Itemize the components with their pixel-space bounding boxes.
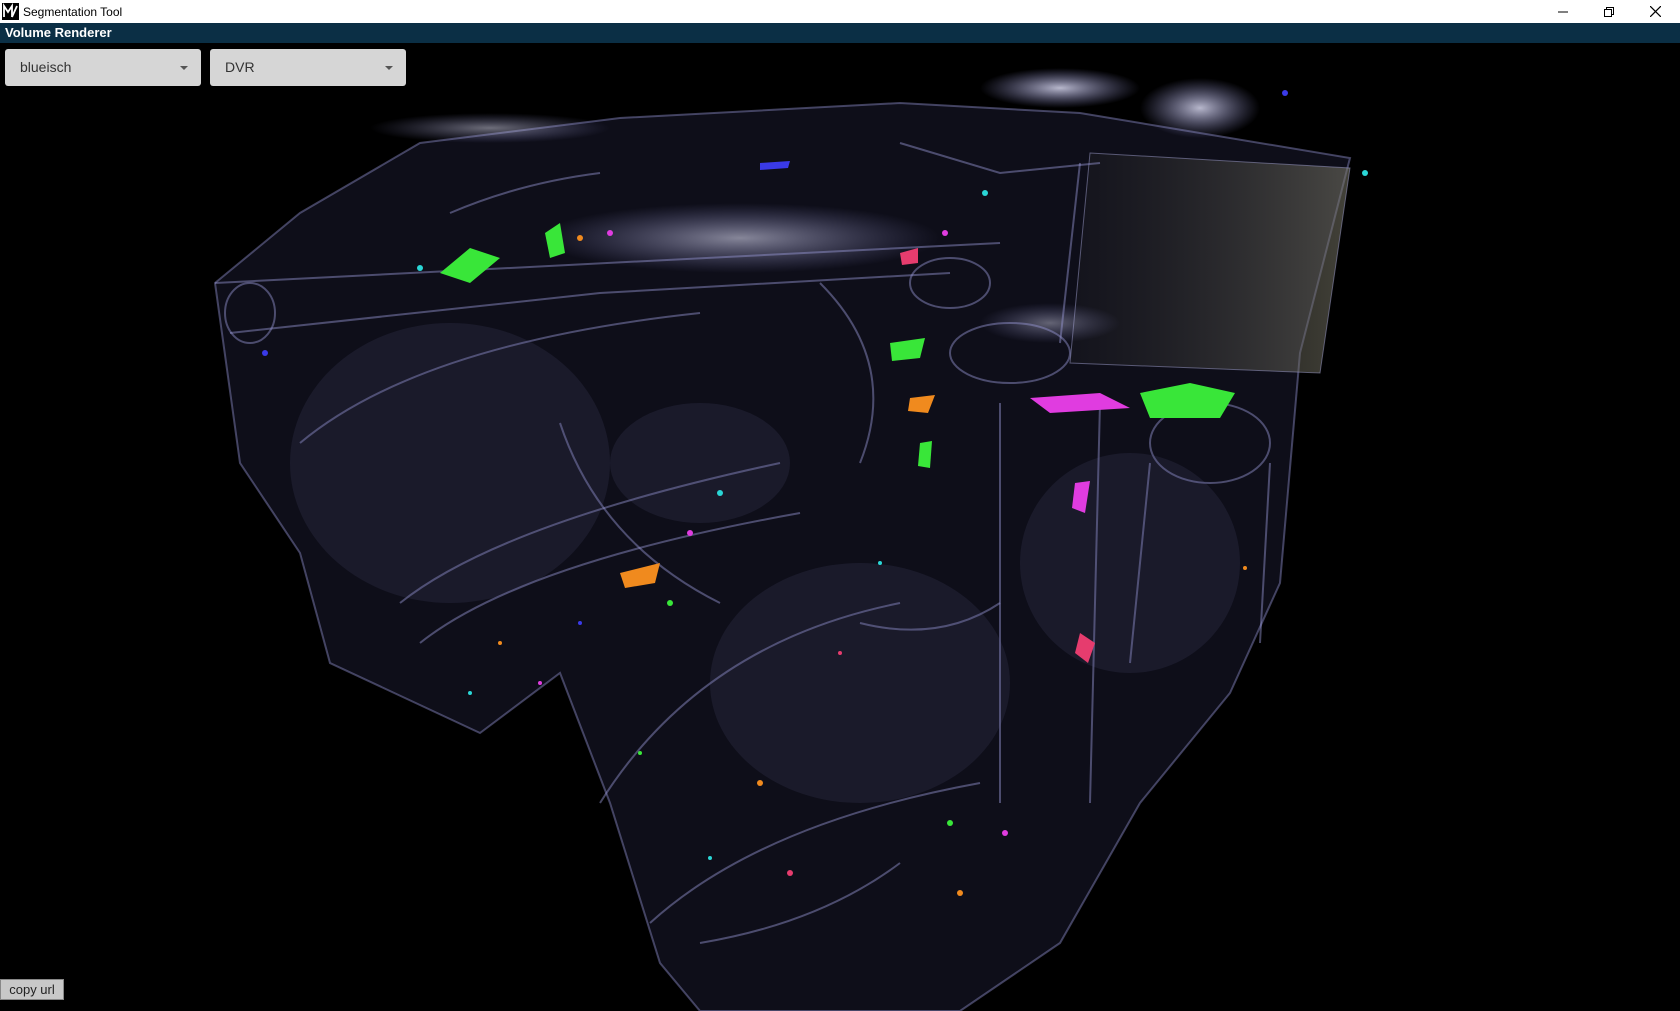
volume-highlight [540,203,940,273]
close-icon [1649,6,1661,17]
colormap-value: blueisch [20,59,72,75]
window-title: Segmentation Tool [23,5,123,19]
minimize-icon [1558,11,1568,12]
colormap-dropdown[interactable]: blueisch [5,49,201,86]
copy-url-button[interactable]: copy url [0,979,64,1000]
restore-icon [1604,6,1614,17]
window-titlebar: Segmentation Tool [0,0,1680,23]
volume-highlight [980,303,1120,343]
volume-highlight [980,68,1140,108]
panel-header: Volume Renderer [0,23,1680,43]
volume-render-viewport[interactable] [0,43,1680,1011]
volume-structures [214,142,1271,944]
volume-plate [1069,152,1351,374]
volume-highlight [1140,78,1260,138]
chevron-down-icon [385,66,393,70]
app-logo-icon [2,3,19,20]
close-button[interactable] [1632,0,1678,23]
restore-button[interactable] [1586,0,1632,23]
segment-fragments [440,161,1235,663]
segment-specks [262,90,1368,896]
render-mode-dropdown[interactable]: DVR [210,49,406,86]
minimize-button[interactable] [1540,0,1586,23]
render-mode-value: DVR [225,59,255,75]
chevron-down-icon [180,66,188,70]
volume-rendering [213,68,1368,1011]
panel-title: Volume Renderer [5,25,112,40]
volume-highlight [370,113,610,143]
